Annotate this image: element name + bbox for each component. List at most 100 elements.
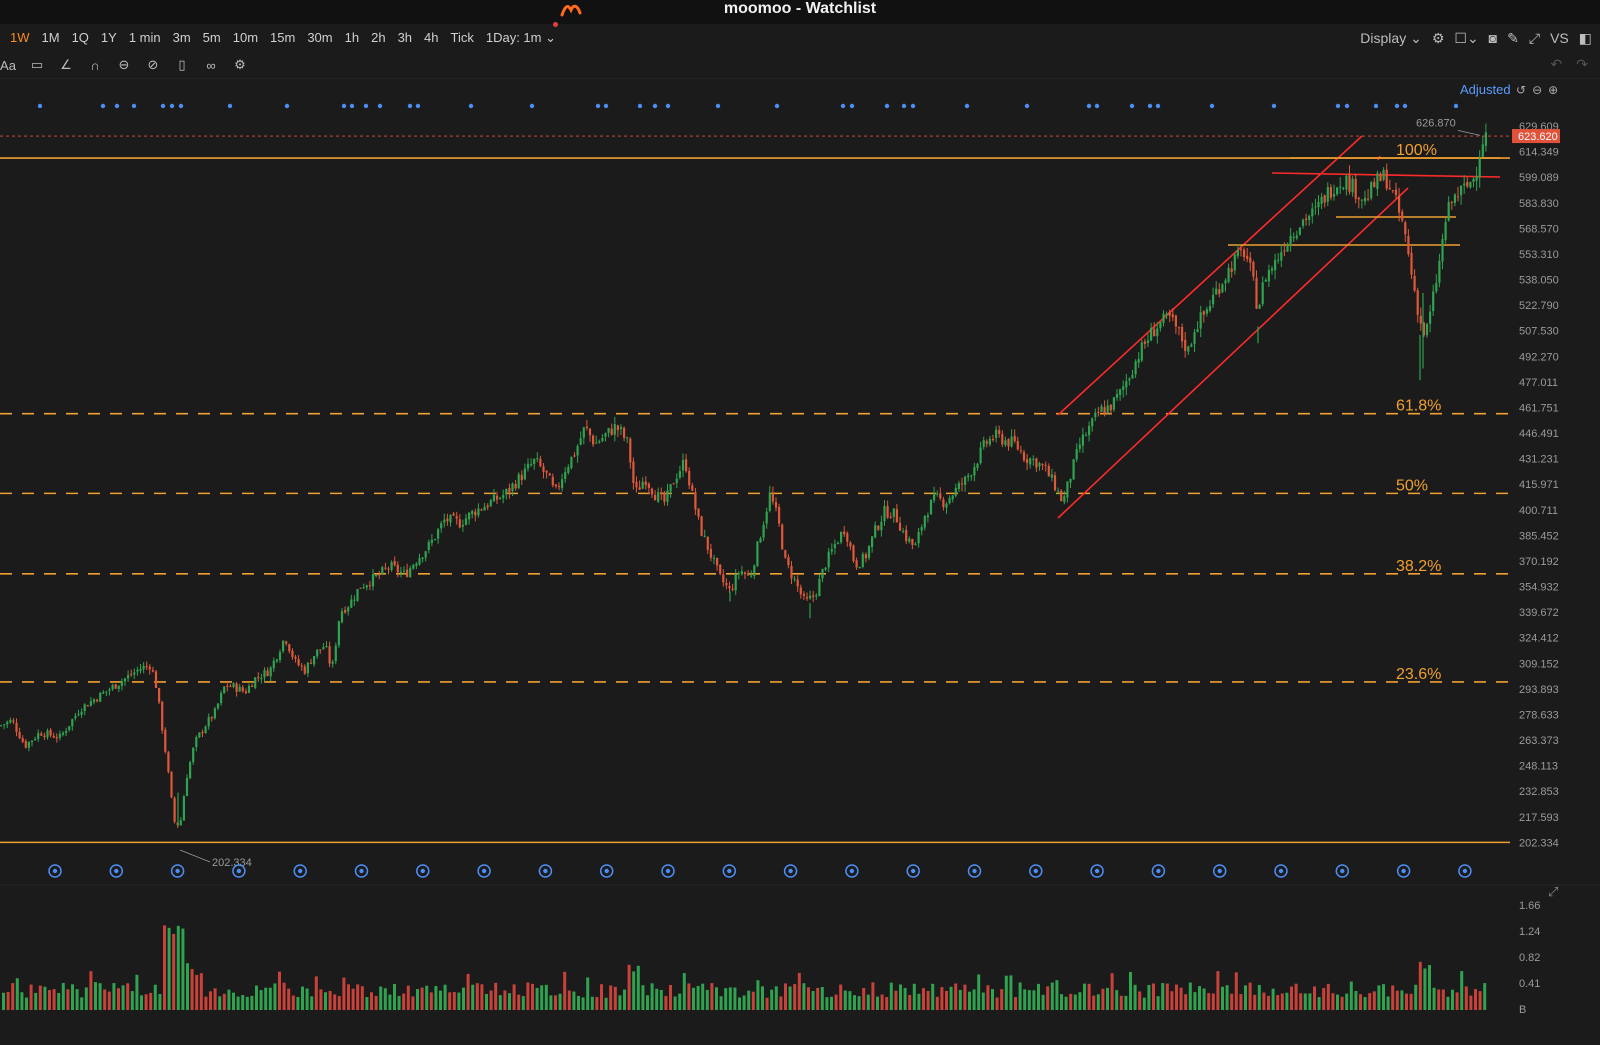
high-marker-line xyxy=(1457,129,1481,136)
candle-body xyxy=(1429,311,1432,324)
timeframe-3m[interactable]: 3m xyxy=(172,30,191,45)
timeframe-1m[interactable]: 1M xyxy=(41,30,60,45)
candle-body xyxy=(1103,407,1106,414)
candle-body xyxy=(669,484,672,492)
timeframe-1q[interactable]: 1Q xyxy=(71,30,89,45)
price-chart[interactable]: 100%61.8%50%38.2%23.6% 629.609614.349599… xyxy=(0,78,1600,1045)
volume-bar xyxy=(945,990,948,1010)
volume-bar xyxy=(1055,980,1059,1010)
drawing-settings-icon[interactable]: ⚙ xyxy=(234,57,246,72)
line-tool-icon[interactable]: ∠ xyxy=(60,57,72,72)
earnings-icon xyxy=(783,864,798,878)
candle-body xyxy=(796,579,799,587)
volume-bar xyxy=(190,969,194,1010)
volume-bar xyxy=(1083,983,1086,1010)
timeframe-tick[interactable]: Tick xyxy=(450,30,474,45)
event-dot xyxy=(595,103,601,109)
layout-icon[interactable]: ☐⌄ xyxy=(1454,29,1479,46)
settings-icon[interactable]: ⚙ xyxy=(1431,29,1445,46)
volume-bar xyxy=(1032,990,1036,1010)
timeframe-30m[interactable]: 30m xyxy=(307,30,333,45)
candle-body xyxy=(89,701,92,706)
candle-body xyxy=(734,574,737,591)
volume-bar xyxy=(1469,995,1473,1010)
timeframe-15m[interactable]: 15m xyxy=(270,30,296,45)
volume-bar xyxy=(195,974,199,1010)
timeframe-4h[interactable]: 4h xyxy=(424,30,439,45)
volume-bar xyxy=(1221,986,1224,1010)
reset-icon[interactable]: ↺ xyxy=(1516,83,1527,97)
candle-body xyxy=(867,545,871,558)
sidebar-toggle-icon[interactable]: ◧ xyxy=(1578,29,1592,46)
timeframe-10m[interactable]: 10m xyxy=(232,30,259,45)
candle-body xyxy=(1407,235,1410,255)
volume-bar xyxy=(986,985,990,1010)
candle-body xyxy=(691,485,694,491)
candle-body xyxy=(874,525,877,538)
candle-body xyxy=(694,491,697,510)
display-dropdown[interactable]: Display ⌄ xyxy=(1360,29,1422,46)
volume-bar xyxy=(1336,994,1339,1010)
candle-body xyxy=(666,490,669,502)
comment-icon[interactable]: ▭ xyxy=(30,57,44,72)
candle-body xyxy=(517,474,520,489)
pencil-icon[interactable]: ✎ xyxy=(1507,29,1519,46)
volume-bar xyxy=(1271,988,1275,1010)
volume-bar xyxy=(1046,986,1050,1010)
candle-body xyxy=(353,599,356,601)
earnings-icon-dot xyxy=(788,868,793,874)
timeframe-1w[interactable]: 1W xyxy=(10,30,30,45)
volume-bar xyxy=(103,989,107,1010)
volume-bar xyxy=(199,973,203,1010)
candle-body xyxy=(1239,249,1243,251)
candle-body xyxy=(1208,305,1212,311)
timeframe-2h[interactable]: 2h xyxy=(371,30,386,45)
volume-bar xyxy=(889,982,893,1010)
candle-body xyxy=(244,691,247,694)
volume-bar xyxy=(1119,995,1123,1010)
event-dot xyxy=(665,103,671,109)
candle-body xyxy=(1466,181,1469,187)
candle-body xyxy=(948,498,951,504)
candle-body xyxy=(189,762,192,779)
adjusted-label[interactable]: Adjusted xyxy=(1460,82,1511,97)
volume-bar xyxy=(443,984,447,1010)
zoom-out-icon[interactable]: ⊖ xyxy=(1532,83,1543,97)
timeframe-1-min[interactable]: 1 min xyxy=(128,30,161,45)
candle-body xyxy=(185,777,189,796)
timeframe-1y[interactable]: 1Y xyxy=(100,30,117,45)
timeframe-1h[interactable]: 1h xyxy=(344,30,360,45)
erase-icon[interactable]: ⊘ xyxy=(147,57,159,72)
compare-button[interactable]: VS xyxy=(1550,30,1569,46)
title-bar: moomoo - Watchlist xyxy=(0,0,1600,24)
undo-icon[interactable]: ↶ xyxy=(1550,56,1563,72)
redo-icon[interactable]: ↷ xyxy=(1576,56,1588,72)
camera-icon[interactable]: ◙ xyxy=(1488,30,1498,46)
eye-hide-icon[interactable]: ⊖ xyxy=(118,57,130,72)
volume-bar xyxy=(1308,993,1312,1010)
volume-bar xyxy=(696,985,700,1010)
timeframe-5m[interactable]: 5m xyxy=(202,30,221,45)
expand-volume-icon[interactable]: ⤢ xyxy=(1548,884,1559,899)
fullscreen-icon[interactable]: ⤢ xyxy=(1528,29,1541,46)
candle-body xyxy=(685,459,688,472)
candle-body xyxy=(731,588,734,590)
timeframe-1day-1m[interactable]: 1Day: 1m ⌄ xyxy=(480,22,562,52)
volume-bar xyxy=(834,994,838,1010)
volume-bar xyxy=(273,983,277,1010)
volume-bar xyxy=(1437,989,1441,1010)
price-tick: 339.672 xyxy=(1519,607,1559,619)
earnings-icon-dot xyxy=(543,868,548,874)
candle-body xyxy=(623,427,626,438)
candle-body xyxy=(1401,211,1404,221)
volume-bar xyxy=(733,987,737,1010)
link-icon[interactable]: ∞ xyxy=(206,57,216,73)
trash-icon[interactable]: ▯ xyxy=(178,57,186,72)
text-tool-icon[interactable]: Aa xyxy=(0,57,16,73)
zoom-in-icon[interactable]: ⊕ xyxy=(1548,83,1559,97)
timeframe-3h[interactable]: 3h xyxy=(397,30,413,45)
candle-body xyxy=(1481,144,1484,157)
candle-body xyxy=(1156,328,1159,337)
volume-bar xyxy=(673,996,677,1010)
magnet-icon[interactable]: ∩ xyxy=(90,57,100,73)
